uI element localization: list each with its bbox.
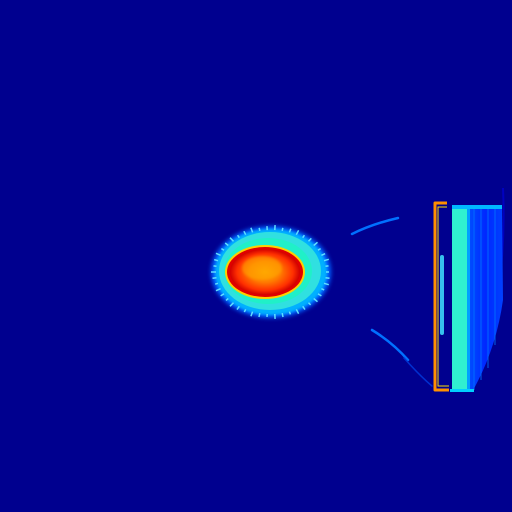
blob-spike <box>220 293 225 297</box>
blob-spike <box>229 237 235 242</box>
blob-spike <box>288 311 292 315</box>
blob-spike <box>288 228 292 233</box>
orange-bracket-inner <box>437 206 449 387</box>
blob-spike <box>317 293 322 297</box>
blob-spike <box>281 312 284 318</box>
blob-spike <box>295 308 300 315</box>
blob-spike <box>243 230 247 236</box>
blob-spike <box>323 258 330 262</box>
blob-spike <box>295 229 300 236</box>
blob-spike <box>213 258 219 262</box>
blob-spike <box>243 308 247 313</box>
orange-bracket <box>433 201 449 392</box>
blob-spike <box>321 253 326 256</box>
cyan-bar <box>452 209 469 391</box>
blob-spike <box>258 312 261 318</box>
blob-spike <box>236 305 240 311</box>
lower-arc-tail <box>403 357 433 387</box>
blob-spike <box>313 297 318 303</box>
blob-spike <box>229 302 235 307</box>
panel-bottom-cap <box>450 389 474 392</box>
blob-spike <box>212 276 217 280</box>
cyan-bar-edge <box>467 206 470 392</box>
heat-blob <box>211 225 331 319</box>
blob-spike <box>236 234 240 239</box>
blob-spike <box>323 282 330 286</box>
panel-top-cap <box>452 205 502 209</box>
blob-spike <box>225 297 229 301</box>
blob-spike <box>250 311 254 317</box>
blob-spike <box>307 302 312 306</box>
right-panel-structure <box>433 187 505 393</box>
blob-spike <box>214 282 219 285</box>
upper-arc <box>350 216 400 236</box>
panel-striations <box>473 208 496 390</box>
blob-spike <box>321 288 325 291</box>
blob-spike <box>317 247 321 251</box>
lower-arc <box>370 328 410 362</box>
blob-spike <box>302 234 306 239</box>
blob-core-speckle <box>242 256 282 280</box>
blob-spike <box>221 247 225 251</box>
blob-spiky-rim <box>211 225 330 319</box>
blob-spike <box>307 237 312 242</box>
blob-spike <box>215 288 221 292</box>
blob-spike <box>258 227 261 232</box>
panel-body <box>468 206 503 392</box>
blob-spike <box>313 241 318 247</box>
blob-spike <box>281 227 284 232</box>
blob-spike <box>224 242 229 247</box>
blob-spike <box>325 276 330 280</box>
blob-spike <box>302 305 306 311</box>
blob-spike <box>215 252 221 256</box>
bracket-inner-strip <box>440 255 444 335</box>
blob-spike <box>250 227 254 233</box>
